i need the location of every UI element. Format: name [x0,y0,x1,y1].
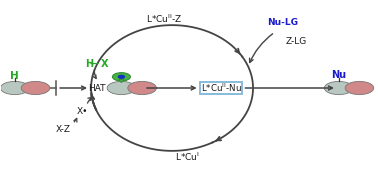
Text: X•: X• [77,106,88,116]
Text: X: X [101,59,108,69]
Text: Nu: Nu [331,70,346,80]
Circle shape [0,81,29,95]
Text: L*Cu$^{\mathsf{I}}$: L*Cu$^{\mathsf{I}}$ [175,151,200,163]
Text: H: H [85,59,94,69]
Circle shape [118,76,124,78]
FancyBboxPatch shape [200,82,242,94]
Text: Nu-LG: Nu-LG [267,18,298,27]
Polygon shape [119,80,124,83]
Text: Z-LG: Z-LG [286,37,307,46]
Circle shape [345,81,374,95]
Text: HAT: HAT [88,83,105,93]
Text: L*Cu$^{\mathsf{II}}$-Z: L*Cu$^{\mathsf{II}}$-Z [146,13,183,25]
Circle shape [112,73,130,81]
Circle shape [128,81,156,95]
Text: —: — [89,60,98,69]
Text: L*Cu$^{\mathsf{II}}$-Nu: L*Cu$^{\mathsf{II}}$-Nu [201,82,242,94]
Circle shape [21,81,50,95]
Circle shape [324,81,353,95]
Circle shape [107,81,136,95]
Text: H: H [11,71,19,81]
Text: X-Z: X-Z [55,125,70,134]
